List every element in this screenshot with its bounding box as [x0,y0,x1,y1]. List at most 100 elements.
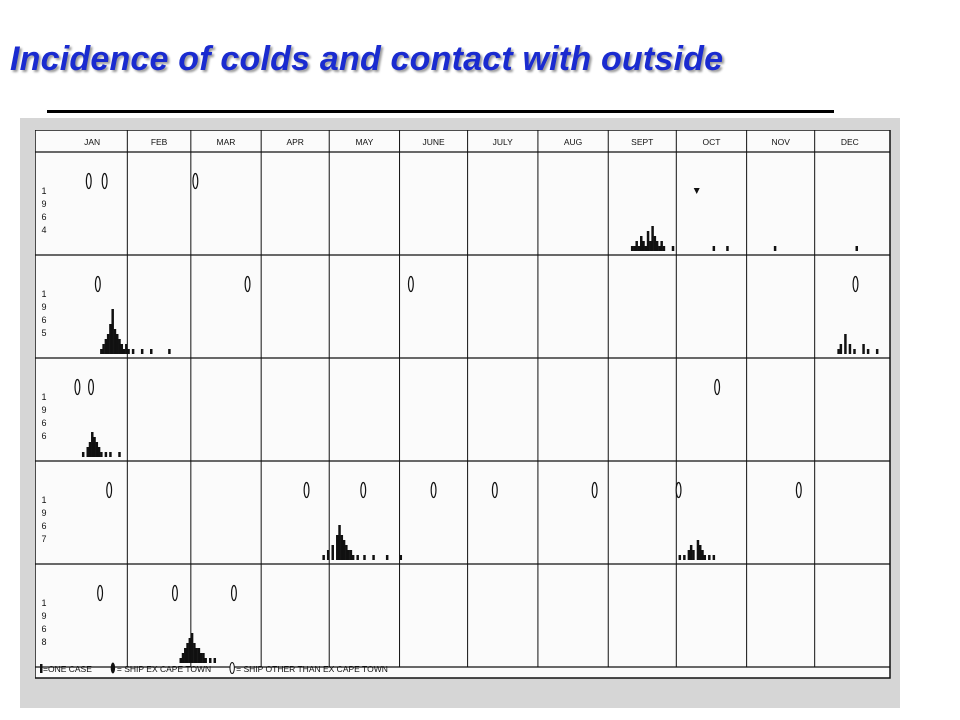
case-bar [118,339,121,354]
year-digit: 5 [41,328,46,338]
case-bar [692,550,695,560]
month-label: FEB [151,137,168,147]
case-bar [703,555,707,560]
ship-ex-cape-town-marker [230,584,237,602]
case-bar [855,246,859,251]
case-bar [640,236,643,251]
case-bar [120,344,124,354]
case-bar [687,550,691,560]
case-bar [701,550,704,560]
case-bar [399,555,403,560]
legend-label: = SHIP OTHER THAN EX CAPE TOWN [236,664,388,674]
colds-chart: JAN FEB MAR APR MAY JUNE JULY AUG SEPT OCT NOV DEC … [35,130,891,679]
case-bar [188,638,192,663]
case-bar [208,658,212,663]
ship-ex-cape-town-marker [852,275,859,293]
year-digit: 9 [41,199,46,209]
case-bar [109,324,112,354]
legend-bar-symbol [40,664,43,673]
case-bar [866,349,870,354]
case-bar [95,442,99,457]
month-label: JULY [493,137,513,147]
case-bar [635,241,638,251]
year-digit: 1 [41,186,46,196]
case-bar [662,246,666,251]
month-label: AUG [564,137,582,147]
legend-ship-cape-town-symbol [110,662,116,674]
month-gridlines [35,130,890,667]
ship-ex-cape-town-marker [94,275,101,293]
case-bar [81,452,85,457]
year-digit: 6 [41,431,46,441]
ship-ex-cape-town-marker [74,378,81,396]
case-bar [179,658,182,663]
legend-entry: =ONE CASE [40,664,92,674]
case-bar [190,633,194,663]
month-label: NOV [771,137,790,147]
case-bar [199,653,203,663]
page-title: Incidence of colds and contact with outs… [10,40,724,78]
case-bar [875,349,879,354]
year-digit: 6 [41,212,46,222]
legend-label: = SHIP EX CAPE TOWN [117,664,211,674]
year-digit: 6 [41,418,46,428]
ship-ex-cape-town-marker [430,481,437,499]
case-bar [385,555,389,560]
case-bar [140,349,144,354]
case-bar [125,344,128,354]
legend: =ONE CASE = SHIP EX CAPE TOWN = SHIP OTHER… [40,662,388,674]
case-bar [844,334,847,354]
case-bar [646,231,650,251]
case-bar [853,349,856,354]
case-bar [644,246,648,251]
ship-ex-cape-town-marker [171,584,178,602]
case-bar [104,339,108,354]
ship-ex-cape-town-marker [795,481,802,499]
year-digit: 6 [41,315,46,325]
case-bar [102,344,105,354]
case-bar [698,545,702,560]
case-bar [131,349,135,354]
case-bar [708,555,711,560]
year-digit: 9 [41,302,46,312]
year-digit: 9 [41,508,46,518]
month-label: MAY [355,137,373,147]
year-digit: 1 [41,289,46,299]
ship-ex-cape-town-marker [192,172,199,190]
case-bar [213,658,217,663]
case-bar [347,550,350,560]
year-digit: 1 [41,598,46,608]
year-digit: 7 [41,534,46,544]
case-bar [712,246,716,251]
case-bar [93,437,96,457]
year-digit: 6 [41,521,46,531]
ship-ex-cape-town-marker [407,275,414,293]
case-bar [837,349,840,354]
year-digit: 1 [41,495,46,505]
case-bar [862,344,865,354]
case-bar [651,226,654,251]
case-bar [184,648,187,663]
case-bar [113,329,117,354]
case-bar [712,555,716,560]
ship-ex-cape-town-marker [85,172,92,190]
year-digit: 9 [41,611,46,621]
case-bar [88,442,92,457]
year-digit: 6 [41,624,46,634]
ship-ex-cape-town-marker [714,378,721,396]
month-label: SEPT [631,137,653,147]
ship-ex-cape-town-marker [106,481,113,499]
case-bar [122,349,126,354]
case-bar [118,452,121,457]
case-bar [653,236,657,251]
case-bar [726,246,729,251]
case-bar [193,643,196,663]
case-bar [197,648,201,663]
legend-entry: = SHIP OTHER THAN EX CAPE TOWN [229,662,388,674]
case-bar [839,344,843,354]
case-bar [773,246,777,251]
